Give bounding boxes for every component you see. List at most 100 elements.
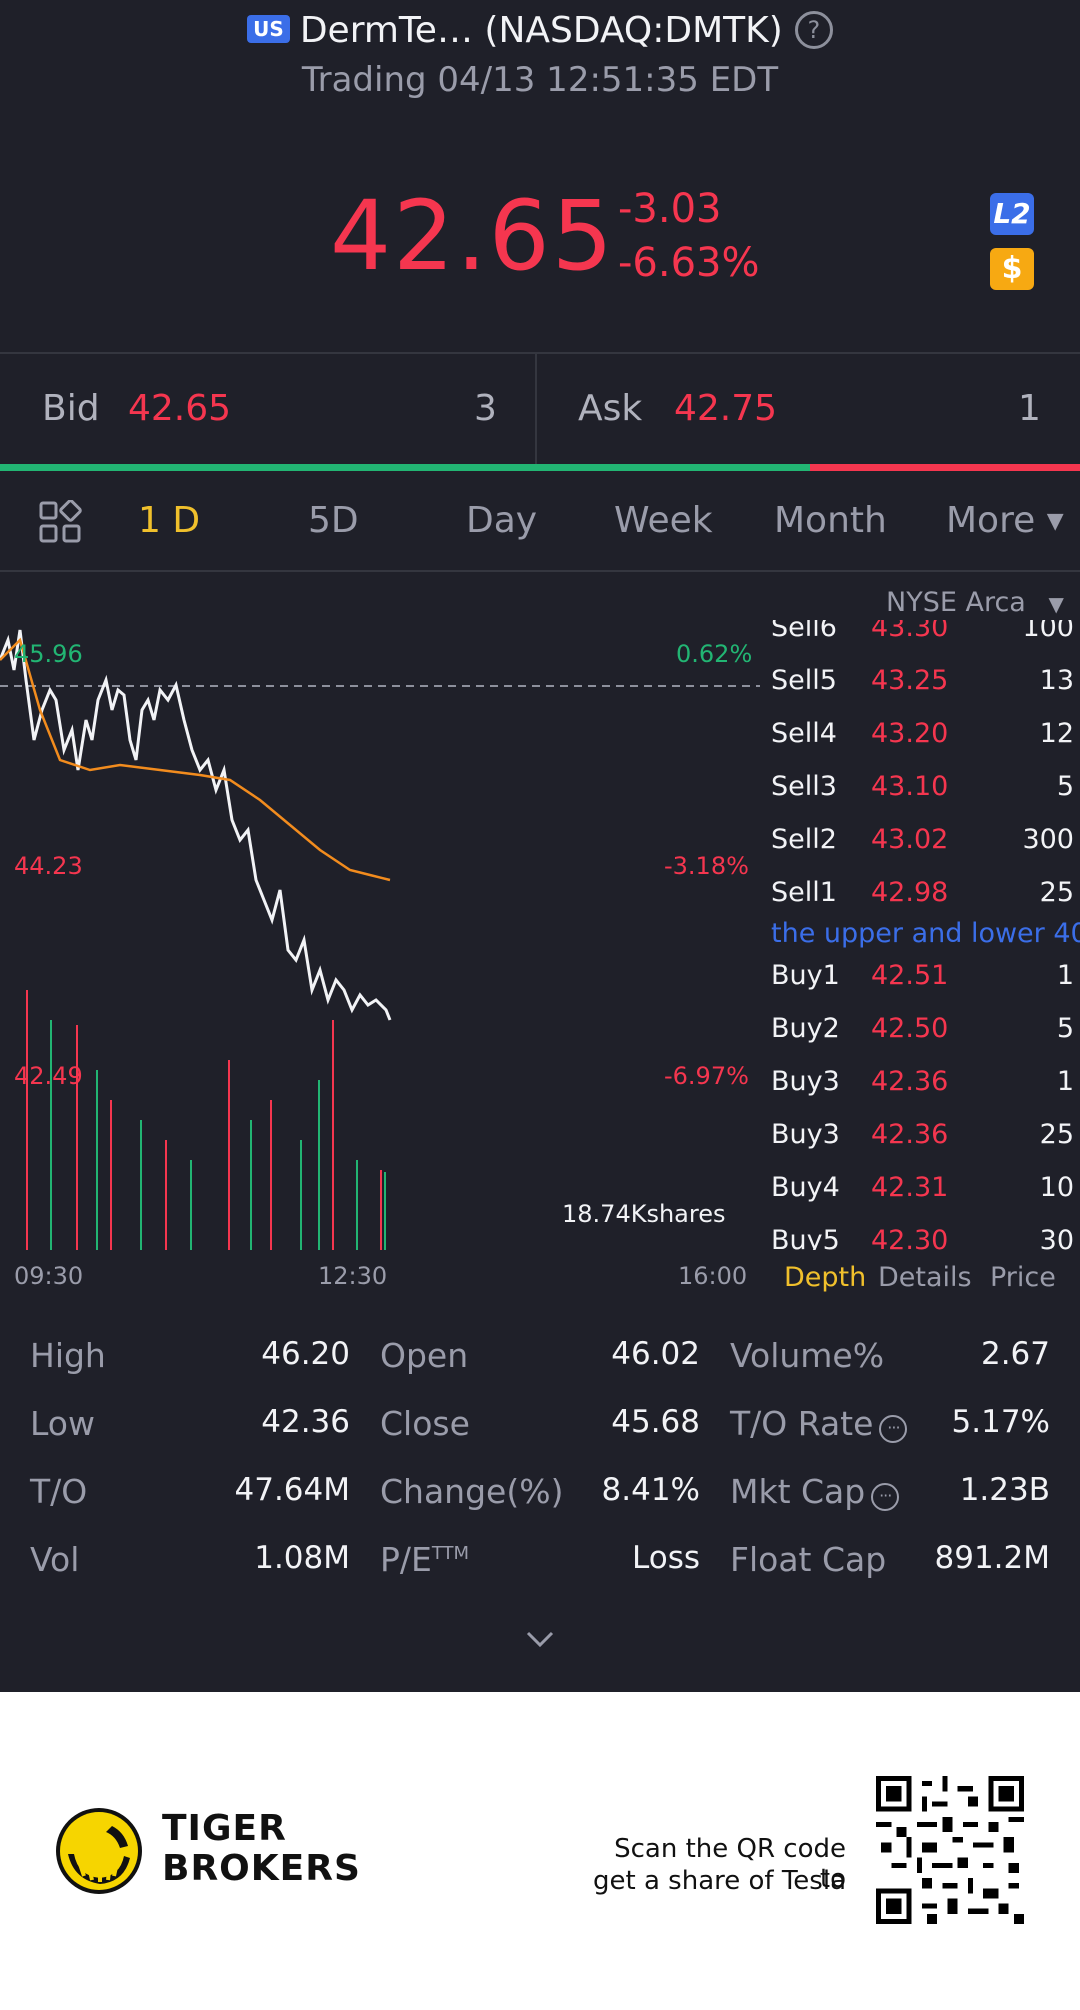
tab-price[interactable]: Price [990, 1262, 1056, 1293]
stock-name: DermTe… (NASDAQ:DMTK) [299, 10, 783, 51]
chart-high-pct: 0.62% [676, 640, 753, 668]
stat-value: 5.17% [951, 1404, 1050, 1440]
level2-label: L2 [993, 197, 1031, 230]
stat-label: Close [380, 1404, 470, 1443]
tab-day[interactable]: Day [466, 500, 538, 541]
intraday-chart[interactable] [0, 600, 760, 1260]
stat-label: Open [380, 1336, 469, 1375]
order-level: Buy3 [771, 1119, 840, 1150]
stat-label-pe: P/ETTM [380, 1540, 469, 1579]
volume-bars [26, 990, 386, 1250]
order-price: 42.30 [871, 1225, 949, 1250]
more-info-icon[interactable]: ··· [871, 1483, 900, 1511]
average-line [0, 637, 391, 882]
order-price: 43.20 [871, 718, 949, 749]
stat-label-with-info[interactable]: T/O Rate ··· [730, 1404, 908, 1443]
order-price: 42.98 [871, 877, 949, 908]
order-qty: 25 [1039, 877, 1074, 908]
tiger-logo-icon [56, 1808, 142, 1894]
chart-low-label: 42.49 [14, 1062, 83, 1090]
chart-high-label: 45.96 [14, 640, 83, 668]
stat-label: T/O Rate [730, 1404, 874, 1443]
promo-text-line1: Scan the QR code to [614, 1834, 846, 1894]
order-price: 42.36 [871, 1119, 949, 1150]
stat-value: 46.02 [611, 1336, 700, 1372]
order-level: Buy1 [771, 960, 840, 991]
order-qty: 1 [1056, 960, 1074, 991]
order-level: Buy2 [771, 1013, 840, 1044]
order-level: Sell2 [771, 824, 837, 855]
volume-label: 18.74Kshares [562, 1200, 726, 1228]
stat-label: Low [30, 1404, 95, 1443]
stat-value: Loss [632, 1540, 700, 1576]
divider [0, 352, 1080, 354]
dollar-icon[interactable]: $ [990, 248, 1034, 290]
ask-price: 42.75 [674, 388, 778, 429]
order-level: Sell3 [771, 771, 837, 802]
stock-title[interactable]: US DermTe… (NASDAQ:DMTK)? [0, 10, 1080, 51]
order-price: 43.30 [871, 620, 949, 643]
tab-more-label: More [946, 500, 1036, 541]
order-level: Buy4 [771, 1172, 840, 1203]
stat-label: Float Cap [730, 1540, 887, 1579]
bid-price: 42.65 [128, 388, 232, 429]
exchange-select[interactable]: NYSE Arca ▼ [886, 587, 1064, 618]
tab-1d[interactable]: 1 D [138, 500, 201, 541]
qr-code-icon[interactable] [876, 1776, 1024, 1924]
stat-value: 46.20 [261, 1336, 350, 1372]
divider [535, 352, 537, 464]
exchange-label: NYSE Arca [886, 587, 1026, 618]
time-mid: 12:30 [318, 1262, 388, 1290]
tab-week[interactable]: Week [614, 500, 713, 541]
order-price: 42.50 [871, 1013, 949, 1044]
ask-qty: 1 [1018, 388, 1041, 429]
order-price: 42.31 [871, 1172, 949, 1203]
order-price: 43.10 [871, 771, 949, 802]
order-qty: 10 [1039, 1172, 1074, 1203]
depth-note: the upper and lower 40 [771, 918, 1080, 949]
order-level: Buy5 [771, 1225, 840, 1250]
stat-value: 8.41% [601, 1472, 700, 1508]
market-badge: US [247, 15, 290, 43]
tab-month[interactable]: Month [774, 500, 887, 541]
stat-value: 2.67 [980, 1336, 1050, 1372]
stat-label: High [30, 1336, 106, 1375]
promo-text-line2: get a share of Tesla [593, 1866, 846, 1896]
order-price: 43.02 [871, 824, 949, 855]
order-qty: 25 [1039, 1119, 1074, 1150]
order-book[interactable]: Sell6 43.30 100 Sell5 43.25 13 Sell4 43.20 12 … [760, 620, 1080, 1250]
order-level: Buy3 [771, 1066, 840, 1097]
order-qty: 30 [1039, 1225, 1074, 1250]
order-price: 42.51 [871, 960, 949, 991]
brand-name-line2: BROKERS [162, 1848, 361, 1889]
time-start: 09:30 [14, 1262, 84, 1290]
tab-details[interactable]: Details [878, 1262, 972, 1293]
tab-5d[interactable]: 5D [308, 500, 359, 541]
stat-label: Change(%) [380, 1472, 564, 1511]
level2-icon[interactable]: L2 [990, 193, 1034, 235]
last-price: 42.65 [330, 180, 615, 292]
bid-volume-bar [0, 464, 810, 471]
chevron-down-icon[interactable] [520, 1625, 560, 1655]
chart-mid-label: 44.23 [14, 852, 83, 880]
order-qty: 12 [1039, 718, 1074, 749]
divider [0, 570, 1080, 572]
stat-label: P/E [380, 1540, 432, 1579]
dollar-label: $ [1001, 251, 1023, 286]
dropdown-icon: ▼ [1048, 592, 1064, 616]
order-qty: 100 [1022, 620, 1074, 643]
price-line [0, 629, 392, 1021]
tab-more[interactable]: More ▼ [946, 500, 1064, 541]
stat-value: 1.08M [254, 1540, 350, 1576]
order-level: Sell6 [771, 620, 837, 643]
order-level: Sell1 [771, 877, 837, 908]
stat-value: 891.2M [934, 1540, 1051, 1576]
order-qty: 5 [1056, 771, 1074, 802]
bid-qty: 3 [474, 388, 497, 429]
stat-label: T/O [30, 1472, 88, 1511]
grid-icon[interactable] [38, 500, 82, 544]
more-info-icon[interactable]: ··· [879, 1415, 908, 1443]
help-icon[interactable]: ? [794, 11, 833, 49]
stat-label-with-info[interactable]: Mkt Cap ··· [730, 1472, 900, 1511]
tab-depth[interactable]: Depth [784, 1262, 867, 1293]
